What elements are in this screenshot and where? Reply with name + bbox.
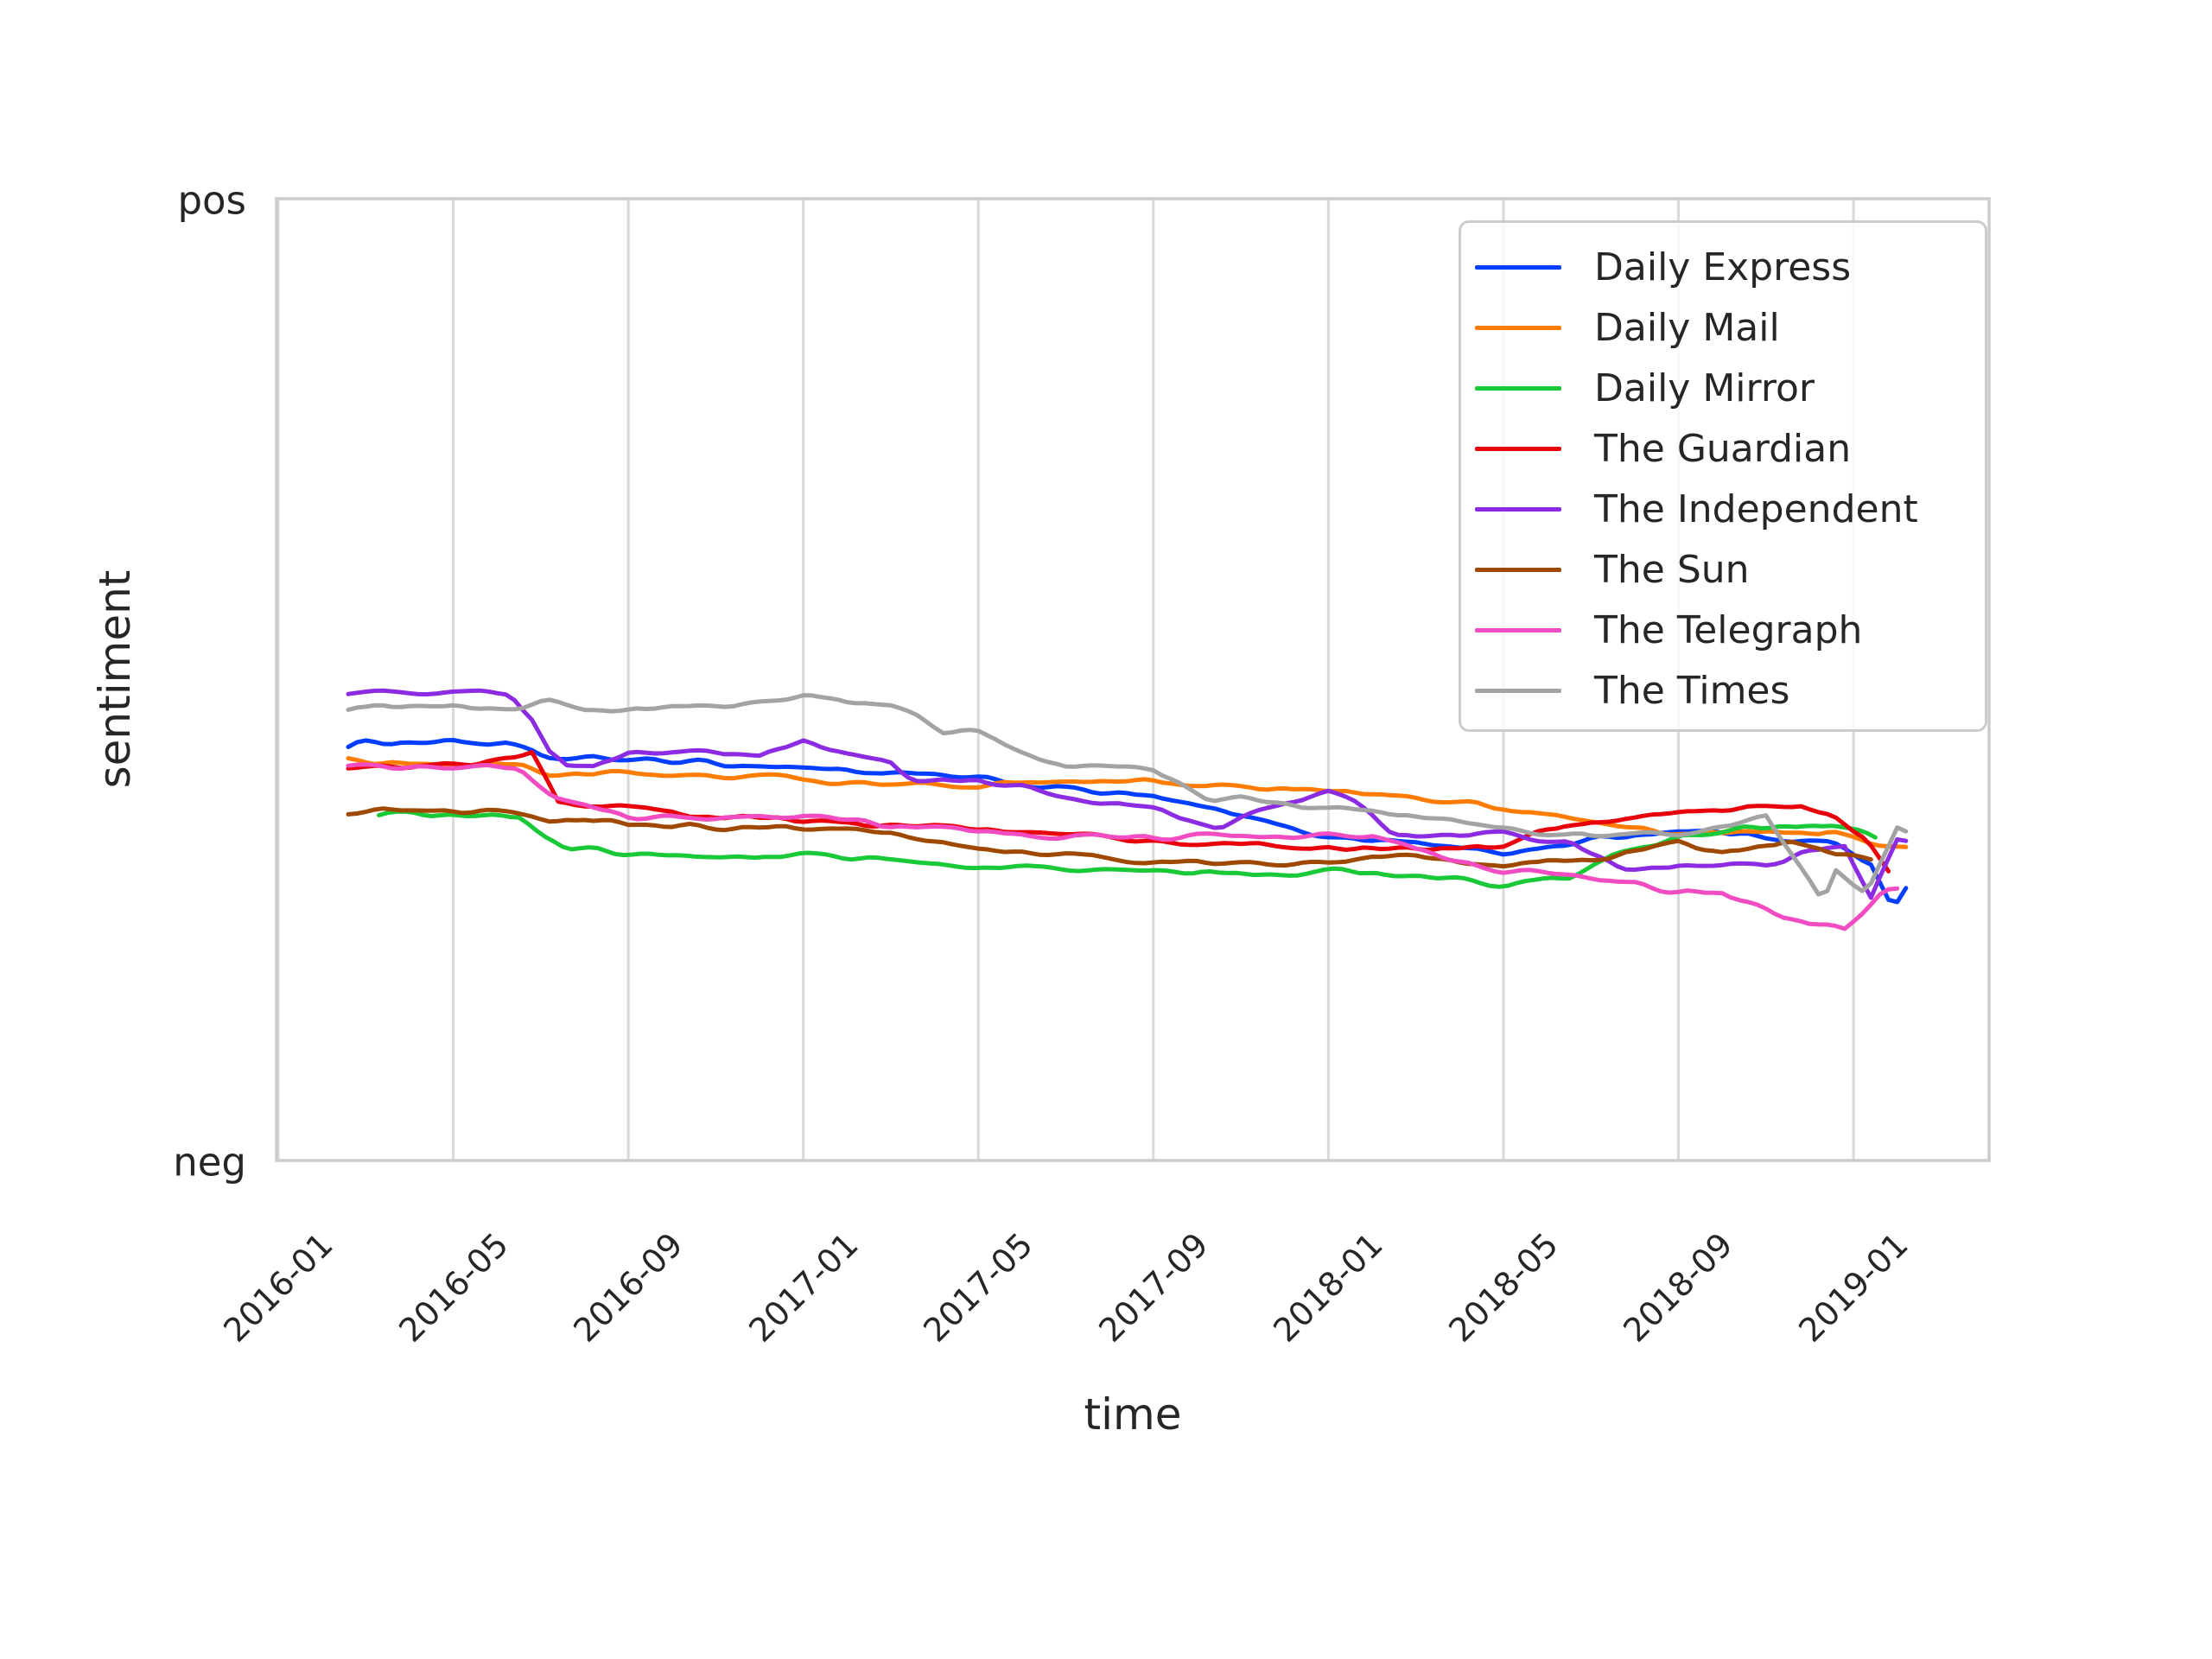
legend-line-sample	[1475, 506, 1561, 512]
series-line-the-times	[346, 693, 1909, 897]
legend-label: Daily Mail	[1594, 305, 1780, 350]
legend-line-sample	[1475, 446, 1561, 451]
legend-label: The Telegraph	[1594, 607, 1863, 652]
legend-label: Daily Mirror	[1594, 365, 1815, 410]
axes-spines	[275, 197, 1991, 1162]
legend-line-sample	[1475, 567, 1561, 572]
y-tick-pos: pos	[177, 177, 246, 224]
legend-entry: The Guardian	[1475, 418, 1985, 479]
series-line-the-independent	[346, 688, 1909, 900]
legend-entry: Daily Mirror	[1475, 358, 1985, 418]
legend-label: Daily Express	[1594, 245, 1852, 289]
legend-line-sample	[1475, 385, 1561, 391]
legend-entry: The Independent	[1475, 479, 1985, 539]
legend-entry: The Sun	[1475, 539, 1985, 600]
legend-line-sample	[1475, 325, 1561, 330]
series-line-daily-mail	[346, 756, 1909, 849]
legend-entry: The Times	[1475, 660, 1985, 721]
legend-label: The Guardian	[1594, 426, 1852, 471]
legend-label: The Sun	[1594, 547, 1750, 592]
legend-entry: The Telegraph	[1475, 600, 1985, 660]
series-line-the-guardian	[346, 750, 1891, 874]
legend: Daily Express Daily Mail Daily Mirror The G…	[1459, 220, 1987, 732]
legend-entry: Daily Mail	[1475, 297, 1985, 358]
legend-label: The Independent	[1594, 486, 1918, 531]
legend-line-sample	[1475, 627, 1561, 632]
series-line-the-sun	[346, 806, 1873, 869]
y-axis-label: sentiment	[90, 569, 140, 789]
x-axis-label: time	[1084, 1389, 1182, 1440]
y-tick-neg: neg	[173, 1139, 246, 1185]
series-line-the-telegraph	[346, 762, 1900, 931]
legend-line-sample	[1475, 264, 1561, 270]
legend-line-sample	[1475, 688, 1561, 693]
legend-label: The Times	[1594, 668, 1790, 713]
legend-entry: Daily Express	[1475, 237, 1985, 297]
